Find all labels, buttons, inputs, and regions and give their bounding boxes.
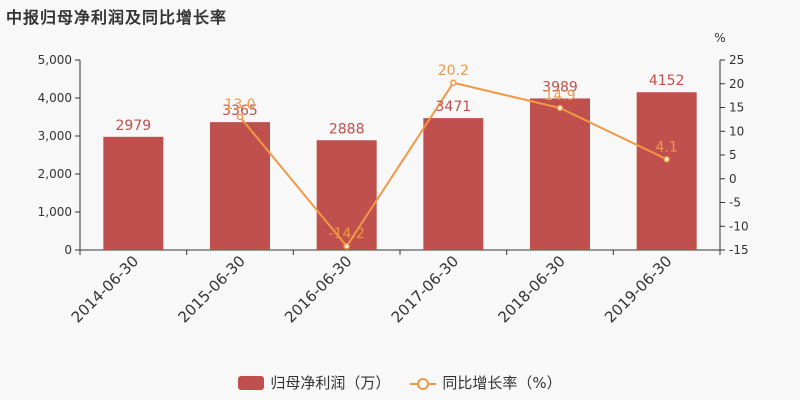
line-data-label: 13.0 — [224, 97, 255, 113]
y-right-tick-label: 20 — [729, 77, 744, 91]
legend-line-swatch — [410, 376, 437, 390]
y-left-tick-label: 0 — [64, 243, 72, 257]
y-right-tick-label: -5 — [729, 196, 741, 210]
growth-point — [236, 113, 244, 121]
bar — [636, 92, 697, 250]
legend-label-profit: 归母净利润（万） — [270, 374, 391, 392]
y-left-tick-label: 3,000 — [38, 129, 72, 143]
y-right-tick-label: 25 — [729, 53, 744, 67]
y-left-tick-label: 2,000 — [38, 167, 72, 181]
chart-title: 中报归母净利润及同比增长率 — [6, 8, 228, 27]
y-right-tick-label: 15 — [729, 101, 744, 115]
growth-point — [663, 156, 670, 163]
y-right-tick-label: 5 — [729, 148, 737, 162]
x-tick-label: 2014-06-30 — [68, 252, 142, 326]
legend-item-profit[interactable]: 归母净利润（万） — [238, 372, 390, 393]
x-tick-label: 2015-06-30 — [174, 252, 248, 326]
y-right-tick-label: 0 — [729, 172, 737, 186]
x-tick-label: 2016-06-30 — [281, 252, 355, 326]
x-tick-label: 2019-06-30 — [601, 252, 675, 326]
y-left-tick-label: 5,000 — [38, 53, 72, 67]
x-tick-label: 2017-06-30 — [388, 252, 462, 326]
x-tick-label: 2018-06-30 — [494, 252, 568, 326]
bar-data-label: 4152 — [649, 73, 685, 89]
bar-data-label: 3989 — [542, 79, 578, 95]
growth-point — [556, 104, 564, 112]
y-right-tick-label: -15 — [729, 243, 749, 257]
line-data-label: -14.2 — [329, 226, 365, 242]
y-right-tick-label: 10 — [729, 124, 744, 138]
growth-point — [343, 242, 350, 250]
legend-item-growth[interactable]: 同比增长率（%） — [410, 372, 562, 393]
bar — [316, 140, 377, 250]
line-data-label: 14.9 — [544, 88, 575, 104]
legend-label-growth: 同比增长率（%） — [442, 374, 562, 392]
bar — [210, 122, 270, 250]
y-left-tick-label: 1,000 — [38, 205, 72, 219]
line-data-label: 4.1 — [656, 139, 678, 155]
bar-data-label: 2888 — [329, 121, 365, 137]
bar — [530, 98, 590, 250]
legend: 归母净利润（万） 同比增长率（%） — [0, 372, 800, 393]
y-right-tick-label: -10 — [729, 219, 749, 233]
y-right-unit: % — [714, 31, 725, 45]
growth-point — [450, 79, 457, 87]
line-data-label: 20.2 — [438, 63, 469, 79]
bar-data-label: 2979 — [116, 118, 152, 134]
bar — [103, 136, 164, 250]
bar-data-label: 3365 — [222, 103, 258, 119]
bar-data-label: 3471 — [436, 99, 472, 115]
y-left-tick-label: 4,000 — [38, 91, 72, 105]
bar — [423, 118, 484, 251]
legend-bar-swatch — [238, 375, 265, 390]
